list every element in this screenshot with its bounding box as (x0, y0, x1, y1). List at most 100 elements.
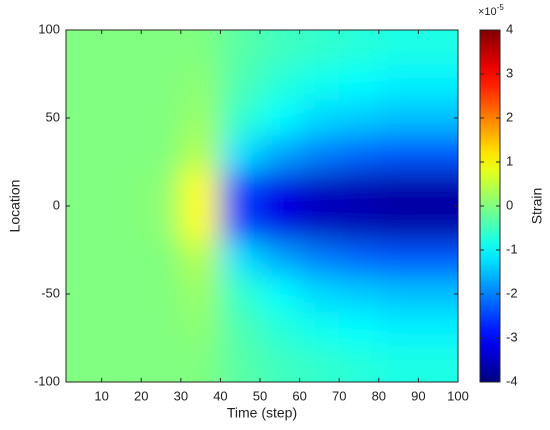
heatmap-cell (66, 311, 103, 348)
heatmap-cell (418, 206, 458, 242)
colorbar-label: Strain (529, 188, 545, 225)
y-tick-label: 50 (46, 109, 60, 124)
heatmap-cell (66, 170, 103, 207)
heatmap-cell (299, 276, 340, 313)
heatmap-area (66, 30, 458, 382)
heatmap-cell (260, 311, 301, 348)
heatmap-cell (339, 311, 380, 348)
multiplier-base: ×10 (478, 6, 497, 18)
heatmap-cell (66, 241, 103, 277)
heatmap-cell (220, 100, 261, 137)
heatmap-cell (141, 276, 182, 313)
heatmap-cell (378, 170, 419, 207)
x-tick-label: 30 (174, 388, 188, 403)
heatmap-cell (101, 30, 142, 66)
heatmap-cell (418, 100, 458, 137)
heatmap-cell (141, 65, 182, 101)
x-axis-label: Time (step) (227, 405, 297, 421)
heatmap-cell (418, 241, 458, 277)
heatmap-cell (220, 65, 261, 101)
heatmap-cell (299, 206, 340, 242)
heatmap-cell (339, 100, 380, 137)
colorbar-tick-label: -4 (506, 373, 518, 388)
heatmap-cell (260, 65, 301, 101)
heatmap-cell (339, 276, 380, 313)
heatmap-cell (299, 311, 340, 348)
heatmap-cell (180, 241, 221, 277)
x-tick-label: 100 (447, 388, 469, 403)
heatmap-cell (180, 65, 221, 101)
heatmap-cell (418, 170, 458, 207)
heatmap-cell (101, 206, 142, 242)
y-tick-label: -100 (34, 373, 60, 388)
heatmap-cell (339, 65, 380, 101)
heatmap-cell (66, 276, 103, 313)
heatmap-cell (66, 100, 103, 137)
colorbar-tick-label: -3 (506, 329, 518, 344)
heatmap-cell (180, 100, 221, 137)
heatmap-cell (220, 311, 261, 348)
heatmap-cell (101, 311, 142, 348)
heatmap-cell (339, 170, 380, 207)
heatmap-cell (260, 276, 301, 313)
heatmap-cell (141, 311, 182, 348)
heatmap-cell (378, 241, 419, 277)
heatmap-cell (180, 170, 221, 207)
heatmap-cell (141, 346, 182, 382)
heatmap-cell (141, 206, 182, 242)
heatmap-cell (378, 311, 419, 348)
heatmap-cell (299, 170, 340, 207)
heatmap-cell (101, 276, 142, 313)
x-tick-label: 20 (134, 388, 148, 403)
heatmap-cell (101, 170, 142, 207)
heatmap-cell (260, 206, 301, 242)
x-tick-label: 60 (292, 388, 306, 403)
heatmap-cell (418, 311, 458, 348)
heatmap-cell (378, 206, 419, 242)
heatmap-cell (260, 170, 301, 207)
heatmap-cell (180, 206, 221, 242)
colorbar-tick-label: 2 (506, 109, 513, 124)
colorbar-tick-label: 0 (506, 197, 513, 212)
heatmap-cell (260, 30, 301, 66)
heatmap-cell (141, 135, 182, 172)
heatmap-cell (101, 241, 142, 277)
heatmap-cell (66, 346, 103, 382)
heatmap-cell (141, 170, 182, 207)
heatmap-cell (418, 65, 458, 101)
heatmap-cell (66, 206, 103, 242)
heatmap-cell (378, 65, 419, 101)
colorbar-tick-label: 1 (506, 153, 513, 168)
y-axis-label: Location (7, 180, 23, 233)
heatmap-cell (141, 241, 182, 277)
heatmap-cell (220, 276, 261, 313)
x-tick-label: 10 (94, 388, 108, 403)
x-tick-label: 90 (411, 388, 425, 403)
heatmap-cell (299, 65, 340, 101)
heatmap-cell (180, 135, 221, 172)
heatmap-cell (339, 346, 380, 382)
heatmap-cell (220, 170, 261, 207)
heatmap-cell (299, 135, 340, 172)
heatmap-cell (101, 135, 142, 172)
heatmap-cell (66, 65, 103, 101)
heatmap-cell (180, 346, 221, 382)
heatmap-cell (141, 100, 182, 137)
x-tick-label: 80 (372, 388, 386, 403)
heatmap-cell (339, 135, 380, 172)
colorbar-tick-label: 4 (506, 21, 513, 36)
colorbar-tick-label: 3 (506, 65, 513, 80)
heatmap-cell (378, 30, 419, 66)
heatmap-cell (339, 30, 380, 66)
x-tick-label: 40 (213, 388, 227, 403)
heatmap-cell (220, 206, 261, 242)
heatmap-cell (339, 206, 380, 242)
heatmap-cell (101, 65, 142, 101)
heatmap-cell (180, 311, 221, 348)
y-tick-label: 100 (38, 21, 60, 36)
heatmap-cell (299, 346, 340, 382)
y-tick-label: 0 (53, 197, 60, 212)
heatmap-cell (220, 30, 261, 66)
heatmap-cell (378, 276, 419, 313)
